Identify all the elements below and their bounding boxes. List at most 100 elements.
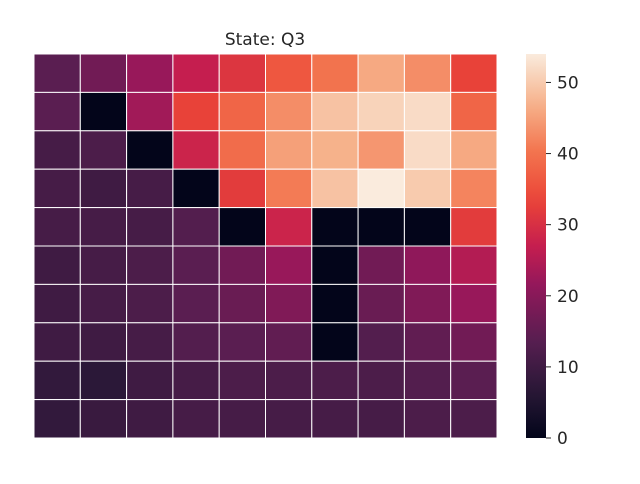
heatmap-cell-r7-c1	[79, 322, 128, 362]
heatmap-cell-r5-c0	[33, 245, 81, 285]
heatmap-cell-r4-c6	[311, 207, 359, 247]
heatmap-cell-r9-c2	[126, 399, 174, 439]
heatmap-cell-r4-c9	[450, 207, 498, 247]
heatmap-cell-r4-c8	[403, 207, 452, 247]
heatmap-cell-r3-c4	[218, 168, 266, 209]
heatmap-cell-r1-c6	[311, 91, 359, 132]
heatmap-cell-r1-c4	[218, 91, 266, 132]
heatmap-cell-r9-c3	[172, 399, 220, 439]
heatmap-cell-r7-c0	[33, 322, 81, 362]
heatmap-cell-r9-c4	[218, 399, 266, 439]
heatmap-cell-r0-c3	[172, 53, 220, 93]
heatmap-cell-r2-c4	[218, 130, 266, 170]
heatmap-cell-r4-c4	[218, 207, 266, 247]
heatmap-cell-r7-c8	[403, 322, 452, 362]
heatmap-cell-r1-c3	[172, 91, 220, 132]
heatmap-cell-r0-c5	[265, 53, 313, 93]
heatmap-cell-r6-c8	[403, 283, 452, 324]
heatmap-cell-r9-c9	[450, 399, 498, 439]
colorbar-tick-label-2: 20	[557, 287, 579, 307]
heatmap-cell-r6-c9	[450, 283, 498, 324]
colorbar: 0 10 20 30 40 50	[526, 54, 579, 449]
heatmap-cell-r3-c1	[79, 168, 128, 209]
heatmap-cell-r5-c5	[265, 245, 313, 285]
heatmap-cell-r7-c9	[450, 322, 498, 362]
heatmap-cell-r8-c0	[33, 360, 81, 401]
heatmap-cell-r5-c8	[403, 245, 452, 285]
heatmap-cell-r1-c0	[33, 91, 81, 132]
heatmap-cell-r8-c9	[450, 360, 498, 401]
heatmap-cell-r5-c1	[79, 245, 128, 285]
heatmap-cell-r5-c7	[357, 245, 405, 285]
heatmap-cell-r3-c2	[126, 168, 174, 209]
heatmap-cells	[33, 53, 498, 439]
heatmap-cell-r8-c3	[172, 360, 220, 401]
heatmap-cell-r6-c0	[33, 283, 81, 324]
heatmap-cell-r7-c6	[311, 322, 359, 362]
heatmap-cell-r7-c5	[265, 322, 313, 362]
heatmap-cell-r3-c7	[357, 168, 405, 209]
heatmap-cell-r8-c7	[357, 360, 405, 401]
heatmap-cell-r2-c2	[126, 130, 174, 170]
colorbar-tick-label-5: 50	[557, 73, 579, 93]
heatmap-cell-r4-c5	[265, 207, 313, 247]
heatmap-cell-r3-c6	[311, 168, 359, 209]
heatmap-cell-r0-c6	[311, 53, 359, 93]
chart-title: State: Q3	[225, 30, 305, 50]
heatmap-cell-r9-c1	[79, 399, 128, 439]
heatmap-cell-r0-c9	[450, 53, 498, 93]
heatmap-cell-r2-c7	[357, 130, 405, 170]
heatmap-cell-r4-c0	[33, 207, 81, 247]
heatmap-cell-r9-c5	[265, 399, 313, 439]
heatmap-cell-r3-c5	[265, 168, 313, 209]
heatmap-cell-r1-c5	[265, 91, 313, 132]
heatmap-cell-r7-c2	[126, 322, 174, 362]
heatmap-cell-r2-c9	[450, 130, 498, 170]
colorbar-tick-label-0: 0	[557, 429, 568, 449]
heatmap-cell-r5-c6	[311, 245, 359, 285]
heatmap-cell-r3-c9	[450, 168, 498, 209]
heatmap-cell-r1-c1	[79, 91, 128, 132]
heatmap-cell-r9-c7	[357, 399, 405, 439]
colorbar-tick-label-1: 10	[557, 358, 579, 378]
heatmap-cell-r3-c0	[33, 168, 81, 209]
heatmap-cell-r2-c3	[172, 130, 220, 170]
heatmap-cell-r0-c1	[79, 53, 128, 93]
heatmap-cell-r1-c8	[403, 91, 452, 132]
heatmap-cell-r2-c5	[265, 130, 313, 170]
heatmap-cell-r2-c6	[311, 130, 359, 170]
heatmap-cell-r0-c2	[126, 53, 174, 93]
heatmap-cell-r0-c4	[218, 53, 266, 93]
heatmap-cell-r5-c2	[126, 245, 174, 285]
heatmap-cell-r4-c1	[79, 207, 128, 247]
heatmap-cell-r5-c3	[172, 245, 220, 285]
heatmap-cell-r6-c1	[79, 283, 128, 324]
heatmap-cell-r3-c8	[403, 168, 452, 209]
heatmap-cell-r2-c1	[79, 130, 128, 170]
heatmap-cell-r0-c0	[33, 53, 81, 93]
heatmap-cell-r5-c4	[218, 245, 266, 285]
heatmap-cell-r3-c3	[172, 168, 220, 209]
heatmap-cell-r8-c4	[218, 360, 266, 401]
heatmap-cell-r0-c7	[357, 53, 405, 93]
heatmap-cell-r7-c7	[357, 322, 405, 362]
heatmap-cell-r6-c4	[218, 283, 266, 324]
heatmap-cell-r8-c5	[265, 360, 313, 401]
heatmap-cell-r9-c6	[311, 399, 359, 439]
colorbar-tick-label-3: 30	[557, 216, 579, 236]
heatmap-cell-r2-c0	[33, 130, 81, 170]
heatmap-cell-r0-c8	[403, 53, 452, 93]
heatmap-cell-r1-c7	[357, 91, 405, 132]
heatmap-cell-r8-c2	[126, 360, 174, 401]
heatmap-cell-r7-c4	[218, 322, 266, 362]
heatmap-cell-r9-c0	[33, 399, 81, 439]
heatmap-cell-r1-c2	[126, 91, 174, 132]
heatmap-cell-r4-c7	[357, 207, 405, 247]
heatmap-cell-r2-c8	[403, 130, 452, 170]
heatmap-cell-r6-c2	[126, 283, 174, 324]
heatmap-cell-r8-c1	[79, 360, 128, 401]
heatmap-cell-r5-c9	[450, 245, 498, 285]
heatmap-cell-r6-c7	[357, 283, 405, 324]
heatmap-cell-r4-c2	[126, 207, 174, 247]
